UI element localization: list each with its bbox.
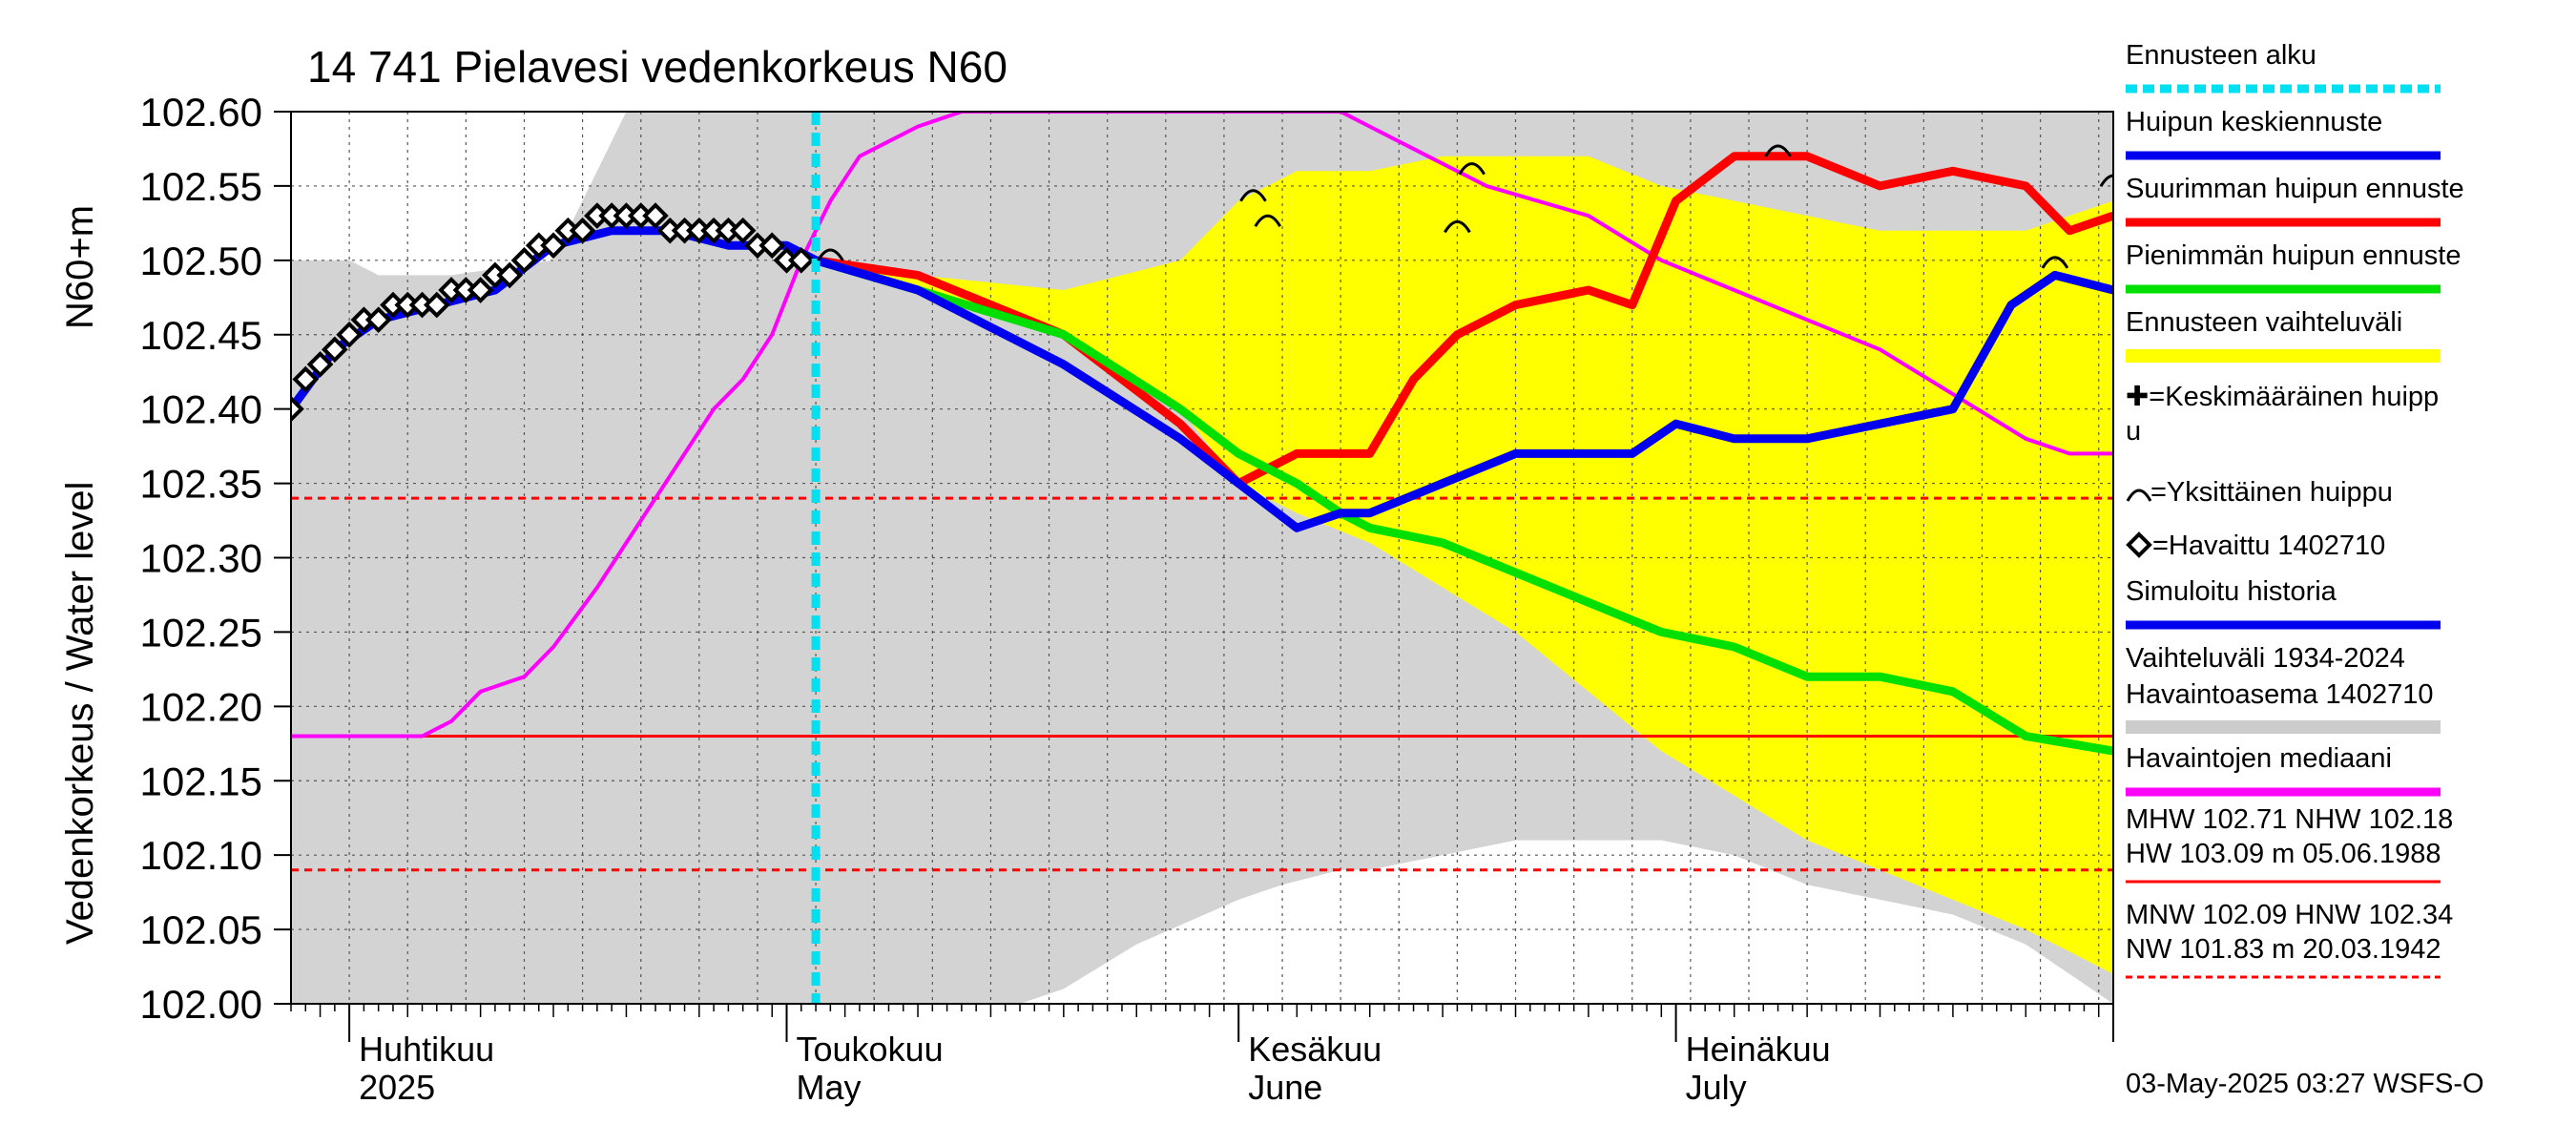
y-tick-label: 102.50 [140,239,262,283]
y-axis-unit: N60+m [59,205,101,329]
observed-point [787,247,815,274]
stats-line-1: MNW 102.09 HNW 102.34 [2126,900,2453,930]
single-peak-marker [1458,162,1485,176]
x-month-label-fi: Toukokuu [797,1030,944,1069]
y-tick-label: 102.40 [140,387,262,432]
observed-point [510,247,538,274]
x-month-label-fi: Kesäkuu [1248,1030,1381,1069]
observed-point [322,336,348,364]
single-peak-marker [1444,219,1471,234]
y-axis-label: Vedenkorkeus / Water level [59,482,101,945]
y-tick-label: 102.05 [140,907,262,952]
legend-suurimman-huipun-ennuste: Suurimman huipun ennuste [2126,174,2464,204]
x-month-label-en: July [1686,1068,1747,1107]
y-tick-label: 102.20 [140,684,262,729]
legend-pienimmän-huipun-ennuste: Pienimmän huipun ennuste [2126,240,2461,271]
y-tick-label: 102.30 [140,536,262,581]
observed-point [423,291,450,319]
legend-simuloitu-historia: Simuloitu historia [2126,576,2337,607]
observed-point [467,277,494,303]
series-suurimman-huipun-ennuste [815,152,2113,489]
legend-single-peak: =Yksittäinen huippu [2150,477,2393,508]
single-peak-marker [1254,214,1282,227]
observed-point [306,351,334,378]
y-tick-label: 102.15 [140,759,262,803]
y-tick-label: 102.00 [140,982,262,1027]
series-huipun-keskiennuste [814,256,2113,532]
single-peak-marker [1239,189,1267,202]
y-tick-label: 102.10 [140,833,262,878]
legend-ennusteen-vaihteluväli: Ennusteen vaihteluväli [2126,307,2402,338]
single-peak-marker [1764,144,1792,157]
observed-point [291,395,304,423]
chart-title: 14 741 Pielavesi vedenkorkeus N60 [307,42,1008,92]
observed-point [569,217,596,244]
legend-ennusteen-alku: Ennusteen alku [2126,40,2316,71]
observed-point [758,232,786,260]
single-peak-marker [2099,174,2113,187]
observed-point [496,261,524,289]
legend-havaintojen-mediaani: Havaintojen mediaani [2126,743,2392,774]
x-month-label-en: May [797,1068,862,1107]
y-tick-label: 102.25 [140,610,262,655]
legend-observed: =Havaittu 1402710 [2152,531,2385,561]
y-tick-label: 102.35 [140,462,262,507]
observed-point [336,321,363,348]
footer-timestamp: 03-May-2025 03:27 WSFS-O [2126,1069,2484,1099]
observed-point [364,306,392,333]
legend-huipun-keskiennuste: Huipun keskiennuste [2126,107,2382,137]
x-month-label-fi: Huhtikuu [359,1030,494,1069]
x-month-label-en: June [1248,1068,1322,1107]
legend-vaihteluväli-1934-2024-sub: Havaintoasema 1402710 [2126,679,2433,710]
observed-point [292,365,320,393]
legend-vaihteluväli-1934-2024: Vaihteluväli 1934-2024 [2126,643,2405,674]
legend-mean-peak-cont: u [2126,416,2141,447]
single-peak-marker [2041,256,2069,269]
legend-observed-icon [2126,531,2152,558]
y-tick-label: 102.45 [140,313,262,358]
y-tick-label: 102.60 [140,90,262,135]
legend-mean-peak: ✚=Keskimääräinen huipp [2126,382,2439,412]
observed-point [540,232,567,260]
x-month-label-fi: Heinäkuu [1686,1030,1831,1069]
forecast-range-band [816,156,2113,974]
stats-line-1: MHW 102.71 NHW 102.18 [2126,804,2453,835]
stats-line-2: HW 103.09 m 05.06.1988 [2126,839,2441,869]
observed-point [642,202,669,229]
series-havaintojen-mediaani [291,112,2113,739]
series-pienimm-n-huipun-ennuste [814,256,2113,756]
single-peak-marker [817,248,844,261]
legend-single-peak-icon [2126,489,2152,502]
observed-point [729,217,757,244]
stats-line-2: NW 101.83 m 20.03.1942 [2126,934,2441,965]
x-month-label-en: 2025 [359,1068,435,1107]
y-tick-label: 102.55 [140,164,262,209]
